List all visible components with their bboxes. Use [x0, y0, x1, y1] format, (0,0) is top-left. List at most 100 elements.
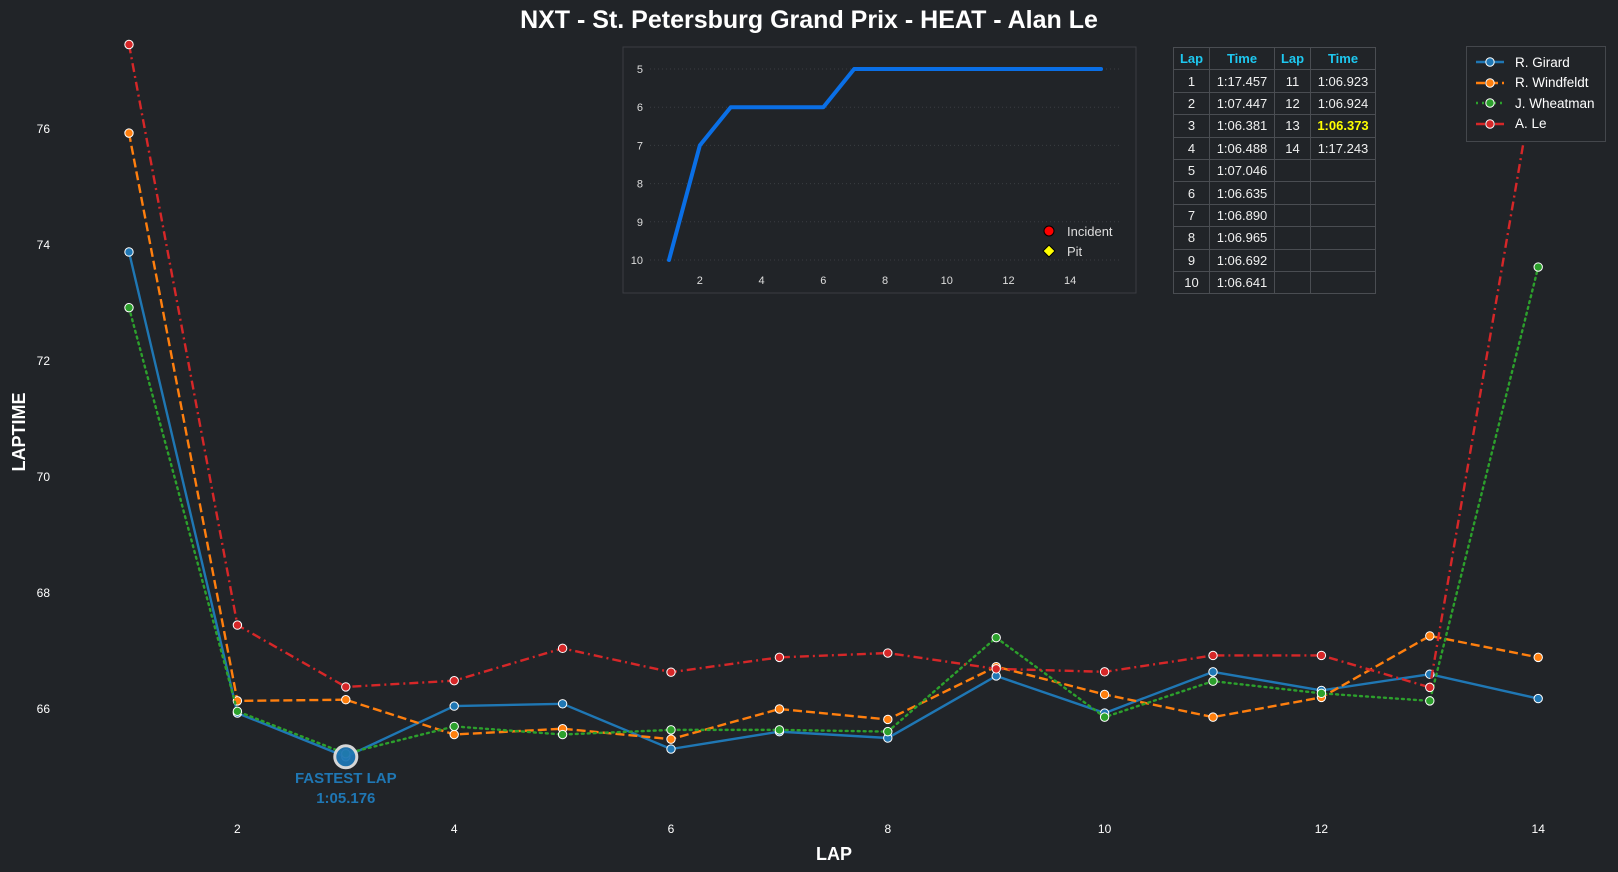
position-inset-chart: 5 6 7 8 9 10 2 4 6 8 10 12 14 Incident Pit [622, 46, 1137, 294]
table-row: 6 1:06.635 [1173, 181, 1376, 205]
lap-number-cell: 3 [1173, 114, 1210, 138]
series-a-le [124, 39, 1543, 693]
data-point [557, 729, 568, 740]
table-row: 3 1:06.381 13 1:06.373 [1173, 114, 1376, 138]
legend-label: R. Windfeldt [1515, 75, 1589, 90]
x-tick-label: 14 [1532, 822, 1546, 836]
x-tick-label: 2 [234, 822, 241, 836]
lap-number-cell: 8 [1173, 226, 1210, 250]
lap-time-cell: 1:06.924 [1310, 91, 1376, 116]
x-tick-label: 10 [1098, 822, 1112, 836]
lap-number-cell: 12 [1274, 91, 1311, 116]
data-point [341, 682, 351, 692]
table-row: 8 1:06.965 [1173, 226, 1376, 250]
lap-times-table: Lap Time Lap Time 1 1:17.457 11 1:06.923 2 1:… [1173, 46, 1376, 295]
data-point [1208, 676, 1218, 686]
data-point [666, 667, 676, 677]
lap-time-cell [1310, 181, 1376, 205]
lap-number-cell [1274, 158, 1311, 183]
legend-item: R. Girard [1475, 52, 1570, 72]
series-j-wheatman [124, 262, 1543, 759]
lap-number-cell: 1 [1173, 69, 1210, 93]
legend-line-icon [1476, 118, 1504, 129]
pit-legend-label: Pit [1067, 244, 1083, 259]
x-axis-label: LAP [816, 844, 852, 864]
data-point [124, 128, 134, 138]
lap-time-cell [1310, 270, 1376, 295]
lap-time-cell: 1:07.046 [1209, 158, 1275, 183]
data-point [1208, 667, 1218, 677]
lap-number-cell: 10 [1173, 270, 1210, 295]
lap-number-cell: 6 [1173, 181, 1210, 205]
inset-x-tick-label: 10 [941, 275, 953, 287]
inset-y-tick-label: 8 [637, 179, 643, 191]
data-point [1533, 652, 1543, 663]
pit-marker-icon [1042, 244, 1056, 258]
inset-x-tick-label: 14 [1064, 275, 1076, 287]
data-point [1425, 682, 1435, 693]
lap-number-cell [1274, 226, 1311, 250]
table-row: 7 1:06.890 [1173, 203, 1376, 228]
lap-number-cell: 9 [1173, 248, 1210, 272]
table-row: 2 1:07.447 12 1:06.924 [1173, 91, 1376, 116]
chart-legend: R. Girard R. Windfeldt J. Wheatman A. Le [1466, 46, 1606, 142]
table-row: 9 1:06.692 [1173, 248, 1376, 272]
fastest-lap-label: FASTEST LAP [295, 770, 397, 787]
data-point [1099, 712, 1110, 722]
lap-number-cell [1274, 248, 1311, 272]
table-row: 10 1:06.641 [1173, 270, 1376, 295]
inset-x-tick-label: 12 [1002, 275, 1014, 287]
lap-time-cell: 1:06.692 [1209, 248, 1275, 272]
position-line [667, 67, 1104, 262]
data-point [1316, 650, 1327, 661]
y-tick-label: 76 [37, 122, 51, 136]
data-point [883, 726, 893, 737]
series-line [127, 265, 1540, 755]
x-tick-label: 12 [1315, 822, 1329, 836]
y-tick-label: 68 [37, 586, 51, 600]
lap-time-cell: 1:07.447 [1209, 91, 1275, 116]
inset-y-tick-label: 6 [637, 102, 643, 114]
y-axis-label: LAPTIME [9, 393, 29, 472]
inset-x-tick-label: 2 [697, 275, 703, 287]
data-point [449, 675, 459, 686]
inset-y-tick-label: 9 [637, 217, 643, 229]
data-point [1425, 696, 1435, 706]
lap-number-cell: 4 [1173, 136, 1210, 160]
data-point [774, 704, 785, 714]
data-point [449, 701, 459, 711]
data-point [666, 725, 676, 735]
lap-time-cell: 1:06.381 [1209, 114, 1275, 138]
lap-time-cell: 1:17.457 [1209, 69, 1275, 93]
lap-number-cell [1274, 181, 1311, 205]
lap-number-cell [1274, 203, 1311, 228]
fastest-lap-time: 1:05.176 [316, 790, 375, 807]
legend-label: A. Le [1515, 116, 1547, 131]
data-point [557, 699, 568, 709]
lap-time-cell: 1:06.635 [1209, 181, 1275, 205]
lap-number-cell [1274, 270, 1311, 295]
data-point [666, 744, 676, 754]
data-point [1208, 650, 1218, 661]
data-point [883, 714, 893, 725]
data-point [1099, 667, 1110, 677]
lap-time-cell: 1:06.488 [1209, 136, 1275, 160]
data-point [991, 632, 1001, 643]
data-point [1208, 712, 1218, 722]
lap-time-cell: 1:06.965 [1209, 226, 1275, 250]
legend-line-icon [1476, 57, 1504, 67]
inset-y-tick-label: 5 [637, 64, 643, 76]
lap-time-cell [1310, 158, 1376, 183]
lap-time-cell: 1:17.243 [1310, 136, 1376, 160]
data-point [774, 725, 785, 735]
y-tick-label: 72 [37, 354, 51, 368]
data-point [124, 302, 134, 313]
y-tick-label: 66 [37, 702, 51, 716]
data-point [1316, 688, 1327, 699]
legend-line-icon [1476, 77, 1504, 88]
data-point [557, 643, 568, 654]
incident-legend-label: Incident [1067, 224, 1113, 239]
y-tick-label: 74 [37, 238, 51, 252]
lap-number-cell: 13 [1274, 114, 1311, 138]
